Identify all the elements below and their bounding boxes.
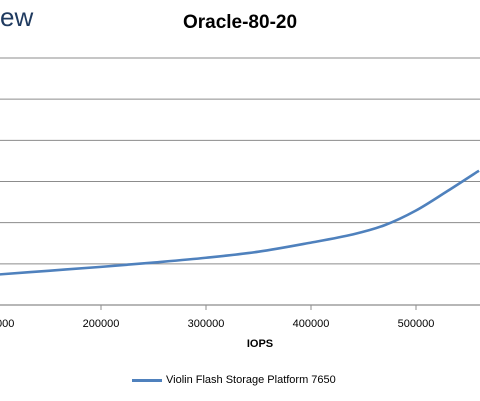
x-tick-label: 500000 bbox=[398, 318, 435, 330]
legend: Violin Flash Storage Platform 7650 bbox=[132, 372, 336, 388]
x-axis bbox=[0, 304, 480, 310]
x-tick-label: 400000 bbox=[293, 318, 330, 330]
legend-label: Violin Flash Storage Platform 7650 bbox=[166, 374, 336, 386]
series-layer bbox=[0, 169, 480, 276]
legend-swatch bbox=[132, 378, 162, 382]
logo-text: ew bbox=[0, 2, 34, 32]
gridlines bbox=[0, 57, 480, 265]
x-tick-label: 200000 bbox=[83, 318, 120, 330]
x-axis-title: IOPS bbox=[246, 338, 274, 350]
x-tick-labels: 100000 200000 300000 400000 500000 bbox=[0, 318, 434, 330]
x-tick-label: 300000 bbox=[188, 318, 225, 330]
chart-title: Oracle-80-20 bbox=[182, 12, 298, 33]
series-line bbox=[0, 169, 480, 276]
x-tick-label: 100000 bbox=[0, 318, 14, 330]
